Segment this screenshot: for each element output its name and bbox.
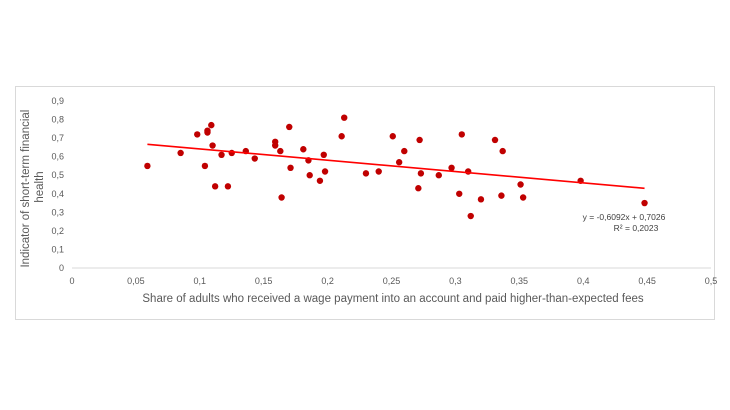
data-point	[209, 142, 216, 149]
data-point	[320, 151, 327, 159]
data-point	[341, 114, 348, 121]
trendline-layer	[147, 143, 645, 190]
data-point	[375, 168, 382, 175]
data-point	[499, 147, 506, 155]
x-tick-label: 0	[69, 276, 74, 286]
data-point	[416, 136, 423, 144]
y-tick-label: 0,7	[51, 133, 64, 143]
data-point	[287, 164, 294, 171]
y-tick-label: 0,6	[51, 152, 64, 162]
data-point	[278, 194, 285, 201]
y-tick-label: 0,5	[51, 170, 64, 180]
data-point	[251, 155, 258, 162]
x-tick-label: 0,05	[127, 276, 145, 286]
data-points	[144, 114, 648, 220]
y-tick-label: 0,8	[51, 115, 64, 125]
y-axis-label: Indicator of short-term financial health	[20, 106, 46, 267]
y-axis-label-line-1: Indicator of short-term financial	[20, 110, 32, 268]
data-point	[519, 194, 527, 201]
data-point	[277, 147, 284, 155]
x-tick-label: 0,4	[577, 276, 590, 286]
y-axis-label-line-2: health	[34, 171, 46, 202]
data-point	[316, 177, 324, 184]
y-tick-label: 0,2	[51, 226, 64, 236]
data-point	[218, 151, 225, 159]
x-tick-label: 0,1	[194, 276, 207, 286]
data-point	[415, 185, 422, 192]
x-tick-label: 0,2	[321, 276, 334, 286]
data-point	[448, 164, 455, 171]
trendline-equation: y = -0,6092x + 0,7026	[583, 212, 666, 222]
data-point	[338, 133, 345, 140]
data-point	[211, 183, 219, 190]
data-point	[498, 192, 505, 199]
x-tick-label: 0,5	[705, 276, 718, 286]
data-point	[395, 159, 403, 166]
chart-frame	[15, 86, 715, 320]
y-tick-label: 0,3	[51, 207, 64, 217]
data-point	[228, 149, 235, 157]
data-point	[194, 131, 201, 138]
data-point	[491, 136, 499, 144]
data-point	[467, 212, 474, 220]
data-point	[401, 147, 408, 155]
x-tick-label: 0,25	[383, 276, 401, 286]
data-point	[201, 162, 209, 170]
data-point	[641, 199, 648, 207]
data-point	[300, 146, 307, 153]
data-point	[208, 121, 215, 129]
x-tick-label: 0,45	[638, 276, 656, 286]
data-point	[224, 183, 232, 190]
trendline-r-squared: R² = 0,2023	[614, 223, 659, 233]
y-tick-label: 0,1	[51, 244, 64, 254]
data-point	[286, 123, 293, 131]
data-point	[435, 172, 442, 179]
data-point	[204, 129, 211, 136]
trendline	[147, 143, 645, 190]
data-point	[144, 162, 151, 170]
data-point	[272, 142, 279, 149]
data-point	[477, 196, 485, 203]
x-tick-label: 0,35	[511, 276, 529, 286]
data-point	[321, 168, 329, 175]
x-axis-label: Share of adults who received a wage paym…	[142, 293, 643, 305]
data-point	[306, 172, 313, 179]
x-tick-labels: 0 0,05 0,1 0,15 0,2 0,25 0,3 0,35 0,4 0,45 0,5	[69, 276, 717, 286]
y-tick-label: 0,4	[51, 189, 64, 199]
data-point	[464, 168, 472, 175]
y-tick-label: 0,9	[51, 96, 64, 106]
x-tick-label: 0,15	[255, 276, 273, 286]
data-point	[458, 131, 465, 138]
y-tick-labels: 0 0,1 0,2 0,3 0,4 0,5 0,6 0,7 0,8 0,9	[51, 96, 64, 273]
data-point	[517, 181, 524, 188]
data-point	[362, 170, 370, 177]
data-point	[456, 190, 463, 197]
y-tick-label: 0	[59, 263, 64, 273]
data-point	[177, 149, 184, 157]
data-point	[389, 133, 396, 140]
data-point	[417, 170, 425, 177]
x-tick-label: 0,3	[449, 276, 462, 286]
